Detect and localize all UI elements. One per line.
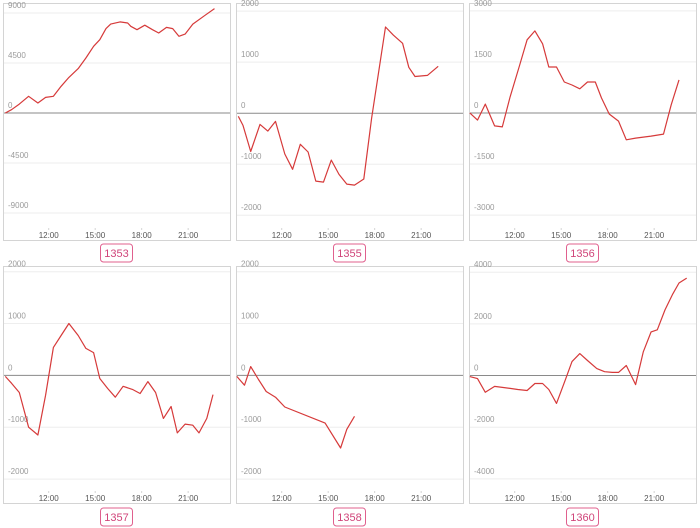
panel: 2000 1000 0 -1000 -2000 12:00 15:00 18:00 21:00 1… — [236, 260, 464, 527]
x-tick-label: 21:00 — [178, 231, 199, 240]
panel-label: 1356 — [570, 248, 594, 260]
x-tick-label: 15:00 — [551, 231, 572, 240]
y-tick-label: -3000 — [474, 203, 495, 212]
x-tick-label: 12:00 — [272, 494, 293, 503]
x-tick-label: 18:00 — [598, 231, 619, 240]
y-tick-label: 0 — [8, 363, 13, 372]
panel: 3000 1500 0 -1500 -3000 12:00 15:00 18:00 21:00 1… — [469, 0, 697, 263]
y-tick-label: 0 — [8, 101, 13, 110]
label-box — [566, 243, 599, 263]
label-box — [333, 507, 366, 527]
panel-label: 1355 — [337, 248, 361, 260]
line — [237, 26, 439, 186]
y-tick-label: -2000 — [474, 415, 495, 424]
panel-frame — [469, 3, 697, 241]
panel-frame — [3, 3, 231, 241]
y-tick-label: 0 — [241, 101, 246, 110]
y-tick-label: -1000 — [241, 152, 262, 161]
x-tick-label: 21:00 — [411, 231, 432, 240]
y-tick-label: -1000 — [241, 415, 262, 424]
line — [236, 366, 356, 449]
panel-frame — [469, 266, 697, 504]
x-tick-label: 21:00 — [178, 494, 199, 503]
y-tick-label: 9000 — [8, 1, 26, 10]
panel-frame — [236, 3, 464, 241]
y-tick-label: -1500 — [474, 152, 495, 161]
y-tick-label: -9000 — [8, 201, 29, 210]
x-tick-label: 12:00 — [505, 494, 526, 503]
x-tick-label: 15:00 — [85, 231, 106, 240]
y-tick-label: -2000 — [241, 467, 262, 476]
y-tick-label: 2000 — [8, 260, 26, 269]
panel-frame — [3, 266, 231, 504]
x-tick-label: 12:00 — [272, 231, 293, 240]
y-tick-label: 2000 — [241, 260, 259, 269]
x-tick-label: 18:00 — [365, 494, 386, 503]
y-tick-label: 1500 — [474, 50, 492, 59]
panel-label: 1360 — [570, 512, 594, 524]
x-tick-label: 18:00 — [598, 494, 619, 503]
y-tick-label: -1000 — [8, 415, 29, 424]
x-tick-label: 15:00 — [318, 231, 339, 240]
y-tick-label: 1000 — [8, 312, 26, 321]
x-tick-label: 12:00 — [39, 494, 60, 503]
panel-label: 1353 — [104, 248, 128, 260]
y-tick-label: 1000 — [241, 312, 259, 321]
x-tick-label: 21:00 — [411, 494, 432, 503]
label-box — [100, 507, 133, 527]
line — [469, 277, 688, 404]
line — [469, 30, 680, 141]
x-tick-label: 12:00 — [505, 231, 526, 240]
label-box — [100, 243, 133, 263]
x-tick-label: 18:00 — [365, 231, 386, 240]
y-tick-label: 0 — [474, 364, 479, 373]
panel-frame — [236, 266, 464, 504]
panel-label: 1357 — [104, 512, 128, 524]
panel: 9000 4500 0 -4500 -9000 12:00 15:00 18:00 21:00 1… — [3, 1, 231, 263]
y-tick-label: 2000 — [474, 312, 492, 321]
y-tick-label: -2000 — [8, 467, 29, 476]
y-tick-label: -4000 — [474, 467, 495, 476]
panel: 4000 2000 0 -2000 -4000 12:00 15:00 18:00 21:00 1… — [469, 260, 697, 527]
x-tick-label: 21:00 — [644, 494, 665, 503]
x-tick-label: 15:00 — [318, 494, 339, 503]
panel: 2000 1000 0 -1000 -2000 12:00 15:00 18:00 21:00 1… — [3, 260, 231, 527]
y-tick-label: 2000 — [241, 0, 259, 8]
x-tick-label: 12:00 — [39, 231, 60, 240]
y-tick-label: 0 — [241, 363, 246, 372]
x-tick-label: 21:00 — [644, 231, 665, 240]
label-box — [333, 243, 366, 263]
line — [5, 8, 215, 114]
y-tick-label: 4500 — [8, 51, 26, 60]
y-tick-label: 1000 — [241, 50, 259, 59]
panel-label: 1358 — [337, 512, 361, 524]
x-tick-label: 18:00 — [132, 231, 153, 240]
y-tick-label: -4500 — [8, 151, 29, 160]
y-tick-label: 3000 — [474, 0, 492, 8]
panel: 2000 1000 0 -1000 -2000 12:00 15:00 18:00 21:00 1… — [236, 0, 464, 263]
y-tick-label: 0 — [474, 101, 479, 110]
label-box — [566, 507, 599, 527]
line — [4, 322, 214, 436]
x-tick-label: 15:00 — [85, 494, 106, 503]
y-tick-label: -2000 — [241, 203, 262, 212]
x-tick-label: 18:00 — [132, 494, 153, 503]
y-tick-label: 4000 — [474, 260, 492, 269]
x-tick-label: 15:00 — [551, 494, 572, 503]
